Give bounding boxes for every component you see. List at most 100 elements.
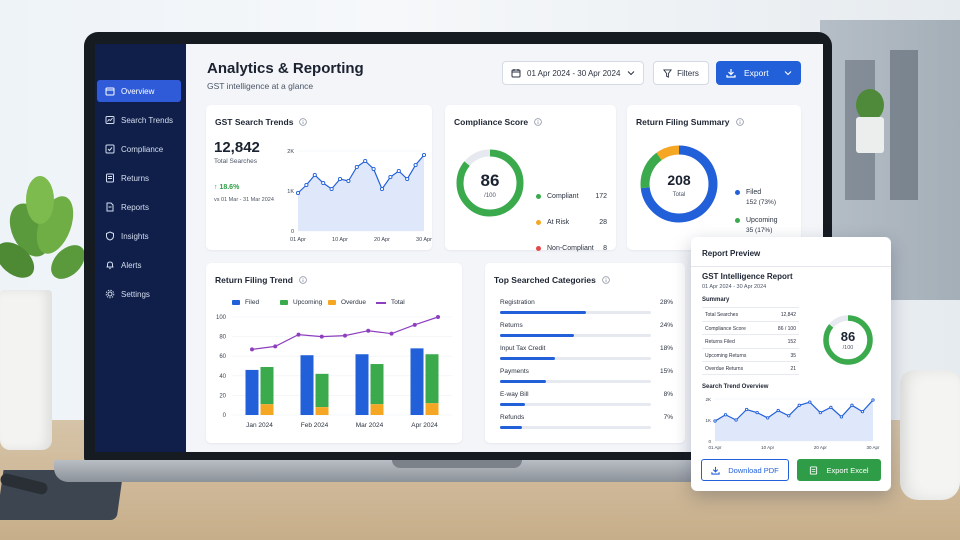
- trend-line: [297, 154, 425, 194]
- y-tick-label: 2K: [705, 397, 711, 402]
- category-track: [500, 357, 651, 360]
- return-summary-donut: [640, 145, 718, 223]
- legend-item: Filed: [232, 299, 259, 306]
- bar-overdue: [315, 407, 329, 415]
- legend-label: Total: [391, 299, 405, 306]
- summary-table: Total Searches 12,842 Compliance Score 86 /…: [702, 307, 799, 375]
- plant-icon: [856, 89, 884, 153]
- laptop-notch: [392, 460, 522, 468]
- info-icon[interactable]: [534, 118, 542, 126]
- category-bar: [500, 426, 522, 429]
- search-trends-icon: [105, 115, 115, 125]
- data-point: [405, 176, 410, 182]
- bell-icon: [105, 260, 115, 270]
- x-tick-label: Apr 2024: [411, 422, 438, 429]
- export-excel-button[interactable]: Export Excel: [797, 459, 881, 481]
- summary-key: Compliance Score: [705, 325, 746, 332]
- summary-value: 86 / 100: [777, 325, 796, 332]
- coffee-mug: [900, 370, 960, 500]
- x-tick-label: 01 Apr: [290, 237, 306, 243]
- chevron-down-icon: [627, 71, 635, 76]
- category-label: E-way Bill: [500, 391, 529, 398]
- category-bar: [500, 380, 547, 383]
- sidebar-item-overview[interactable]: Overview: [97, 80, 181, 102]
- bar-filed: [355, 354, 369, 415]
- date-range-label: 01 Apr 2024 - 30 Apr 2024: [527, 68, 621, 78]
- sidebar-item-returns[interactable]: Returns: [97, 167, 181, 189]
- legend-dot: [536, 194, 541, 199]
- data-point: [723, 413, 728, 417]
- date-range-picker[interactable]: 01 Apr 2024 - 30 Apr 2024: [502, 61, 644, 85]
- sidebar-item-label: Compliance: [121, 144, 164, 154]
- legend-item: Upcoming: [735, 217, 778, 224]
- data-point: [797, 403, 801, 407]
- x-tick-label: Feb 2024: [301, 422, 329, 429]
- info-icon[interactable]: [299, 276, 307, 284]
- filters-label: Filters: [677, 68, 699, 78]
- filing-trend-card: Return Filing Trend 100 80 60 40 20 0 Jan 2024…: [206, 263, 462, 443]
- returns-icon: [105, 173, 115, 183]
- compliance-score-ring: [456, 149, 524, 217]
- data-point: [312, 172, 317, 178]
- bar-filed: [245, 369, 259, 415]
- gear-icon: [105, 289, 115, 299]
- filing-trend-chart: 100 80 60 40 20 0 Jan 2024 Feb 2024 Mar 2024 Apr …: [216, 315, 452, 429]
- page-title: Analytics & Reporting: [207, 60, 364, 77]
- legend-item: Upcoming: [280, 299, 322, 306]
- sidebar-item-reports[interactable]: Reports: [97, 196, 181, 218]
- legend-value: 28: [599, 219, 607, 226]
- legend-label: At Risk: [547, 219, 570, 226]
- sidebar-item-settings[interactable]: Settings: [97, 283, 181, 305]
- change-badge: ↑ 18.6%: [214, 184, 240, 191]
- data-point: [321, 180, 326, 186]
- card-title: Top Searched Categories: [494, 275, 596, 285]
- preview-title: Report Preview: [702, 249, 761, 258]
- summary-value: 152: [787, 339, 796, 345]
- sidebar-item-compliance[interactable]: Compliance: [97, 138, 181, 160]
- change-period-label: vs 01 Mar - 31 Mar 2024: [214, 197, 274, 203]
- download-pdf-button[interactable]: Download PDF: [701, 459, 789, 481]
- card-title: Return Filing Summary: [636, 117, 730, 127]
- sidebar-item-search-trends[interactable]: Search Trends: [97, 109, 181, 131]
- report-date: 01 Apr 2024 - 30 Apr 2024: [702, 284, 767, 290]
- sidebar-item-alerts[interactable]: Alerts: [97, 254, 181, 276]
- sidebar-item-label: Reports: [121, 202, 150, 212]
- top-categories-card: Top Searched Categories Registration 28% R…: [485, 263, 685, 443]
- bar-upcoming: [370, 364, 384, 405]
- total-searches-label: Total Searches: [214, 158, 257, 165]
- export-button[interactable]: Export: [716, 61, 801, 85]
- spreadsheet-icon: [810, 465, 818, 475]
- legend-dot: [536, 246, 541, 251]
- info-icon[interactable]: [299, 118, 308, 126]
- data-point: [744, 407, 749, 412]
- x-tick-label: Mar 2024: [356, 422, 384, 429]
- summary-key: Overdue Returns: [705, 366, 744, 372]
- data-point: [363, 158, 368, 164]
- info-icon[interactable]: [735, 118, 744, 126]
- download-icon: [726, 69, 736, 78]
- legend-label: Compliant: [547, 193, 579, 200]
- bar-upcoming: [260, 366, 274, 405]
- x-tick-label: 01 Apr: [708, 445, 722, 450]
- document-icon: [105, 202, 115, 212]
- total-point: [412, 322, 417, 327]
- filters-button[interactable]: Filters: [653, 61, 709, 85]
- info-icon[interactable]: [602, 276, 610, 284]
- x-tick-label: 20 Apr: [374, 237, 390, 243]
- y-tick-label: 1K: [705, 418, 711, 423]
- legend-value: 8: [603, 245, 607, 252]
- filter-icon: [663, 68, 673, 78]
- bar-filed: [410, 348, 424, 415]
- data-point: [379, 186, 385, 192]
- return-total-value: 208: [667, 172, 691, 188]
- laptop-base: [54, 460, 862, 482]
- legend-swatch: [232, 300, 240, 305]
- preview-score-value: 86: [840, 329, 856, 344]
- category-label: Refunds: [500, 414, 525, 421]
- bar-filed: [300, 355, 314, 415]
- return-total-label: Total: [672, 192, 686, 198]
- x-tick-label: 10 Apr: [332, 237, 348, 243]
- sidebar-item-insights[interactable]: Insights: [97, 225, 181, 247]
- total-point: [389, 331, 394, 336]
- category-percent: 15%: [659, 368, 673, 375]
